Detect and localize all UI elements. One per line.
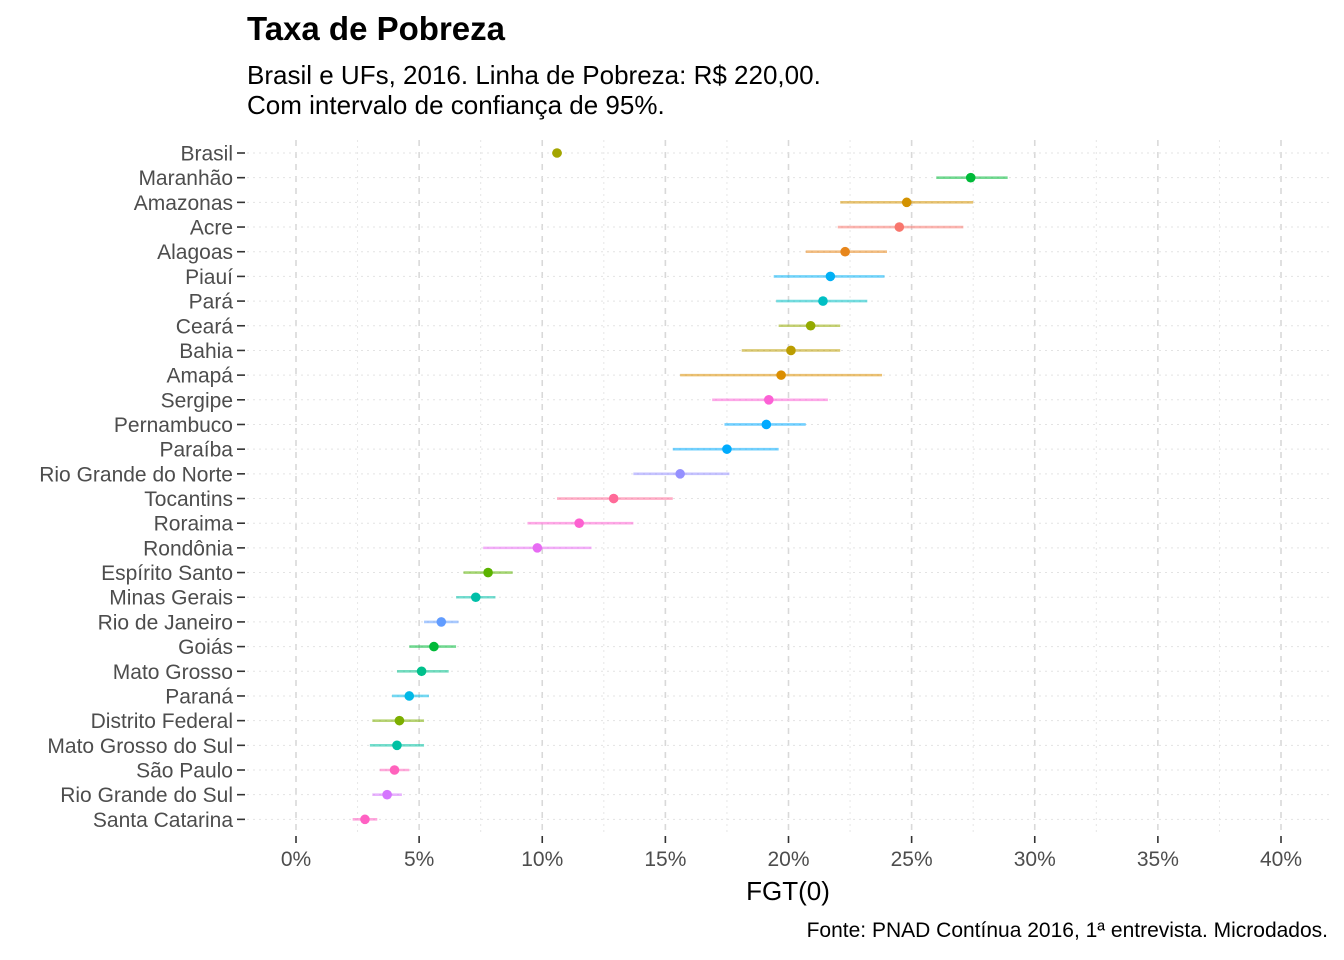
data-point bbox=[805, 320, 816, 331]
chart-subtitle: Brasil e UFs, 2016. Linha de Pobreza: R$… bbox=[247, 60, 821, 120]
x-axis: 0% 5% 10% 15% 20% 25% 30% 35% 40% bbox=[281, 836, 1302, 871]
data-point bbox=[552, 148, 562, 158]
data-point bbox=[675, 469, 685, 479]
data-point bbox=[965, 172, 976, 183]
y-tick-label: Bahia bbox=[179, 340, 233, 363]
data-point bbox=[894, 222, 905, 232]
data-point bbox=[818, 296, 828, 306]
y-tick-label: Pernambuco bbox=[114, 414, 233, 437]
y-tick-label: Goiás bbox=[178, 636, 233, 659]
data-point bbox=[901, 197, 912, 208]
x-tick-label: 15% bbox=[644, 848, 686, 871]
y-tick-label: Minas Gerais bbox=[109, 587, 233, 610]
y-tick-label: Sergipe bbox=[161, 389, 233, 412]
data-point bbox=[360, 814, 370, 825]
x-tick-label: 35% bbox=[1137, 848, 1179, 871]
y-tick-label: Brasil bbox=[180, 143, 233, 166]
y-tick-label: Paraná bbox=[165, 685, 233, 708]
y-tick-label: Distrito Federal bbox=[91, 710, 233, 733]
y-axis: BrasilMaranhãoAmazonasAcreAlagoasPiauíPa… bbox=[39, 143, 245, 832]
data-point bbox=[840, 246, 850, 257]
data-point bbox=[825, 271, 836, 282]
y-tick-label: Roraima bbox=[154, 513, 234, 536]
y-tick-label: Amazonas bbox=[134, 192, 233, 215]
y-tick-label: Alagoas bbox=[157, 241, 233, 264]
grid-layer bbox=[247, 140, 1330, 834]
data-point bbox=[574, 518, 584, 528]
y-tick-label: Rio Grande do Norte bbox=[39, 463, 233, 486]
x-tick-label: 20% bbox=[767, 848, 809, 871]
y-tick-label: Rio de Janeiro bbox=[98, 611, 233, 634]
data-point bbox=[786, 345, 796, 356]
x-tick-label: 5% bbox=[404, 848, 434, 871]
data-point bbox=[776, 370, 786, 380]
y-tick-label: Acre bbox=[190, 217, 233, 240]
data-point bbox=[404, 691, 415, 701]
x-axis-title: FGT(0) bbox=[746, 876, 830, 906]
chart-subtitle-line-2: Com intervalo de confiança de 95%. bbox=[247, 90, 665, 120]
marks-layer bbox=[352, 148, 1008, 825]
data-point bbox=[389, 765, 400, 775]
y-tick-label: Mato Grosso bbox=[113, 661, 233, 684]
y-tick-label: Amapá bbox=[166, 365, 233, 388]
y-tick-label: Rondônia bbox=[143, 537, 233, 560]
data-point bbox=[382, 789, 392, 800]
y-tick-label: Espírito Santo bbox=[101, 562, 233, 585]
data-point bbox=[483, 567, 493, 578]
y-tick-label: Pará bbox=[189, 291, 234, 314]
data-point bbox=[761, 419, 772, 430]
data-point bbox=[392, 740, 402, 751]
data-point bbox=[764, 395, 774, 405]
data-point bbox=[436, 617, 447, 627]
y-tick-label: Rio Grande do Sul bbox=[60, 784, 233, 807]
x-tick-label: 0% bbox=[281, 848, 311, 871]
data-point bbox=[416, 666, 427, 677]
y-tick-label: São Paulo bbox=[136, 760, 233, 783]
data-point bbox=[394, 715, 405, 726]
chart-subtitle-line-1: Brasil e UFs, 2016. Linha de Pobreza: R$… bbox=[247, 60, 821, 90]
x-tick-label: 10% bbox=[521, 848, 563, 871]
y-tick-label: Tocantins bbox=[144, 488, 233, 511]
chart-caption: Fonte: PNAD Contínua 2016, 1ª entrevista… bbox=[806, 919, 1328, 942]
y-tick-label: Mato Grosso do Sul bbox=[47, 735, 233, 758]
data-point bbox=[722, 444, 732, 454]
y-tick-label: Santa Catarina bbox=[93, 809, 233, 832]
y-tick-label: Ceará bbox=[176, 315, 234, 338]
data-point bbox=[608, 493, 619, 504]
x-tick-label: 40% bbox=[1260, 848, 1302, 871]
y-tick-label: Maranhão bbox=[138, 167, 233, 190]
data-point bbox=[470, 592, 481, 603]
y-tick-label: Piauí bbox=[185, 266, 233, 289]
chart-title: Taxa de Pobreza bbox=[247, 10, 505, 47]
x-tick-label: 30% bbox=[1014, 848, 1056, 871]
x-tick-label: 25% bbox=[891, 848, 933, 871]
y-tick-label: Paraíba bbox=[159, 439, 233, 462]
data-point bbox=[429, 641, 439, 652]
data-point bbox=[532, 543, 543, 553]
